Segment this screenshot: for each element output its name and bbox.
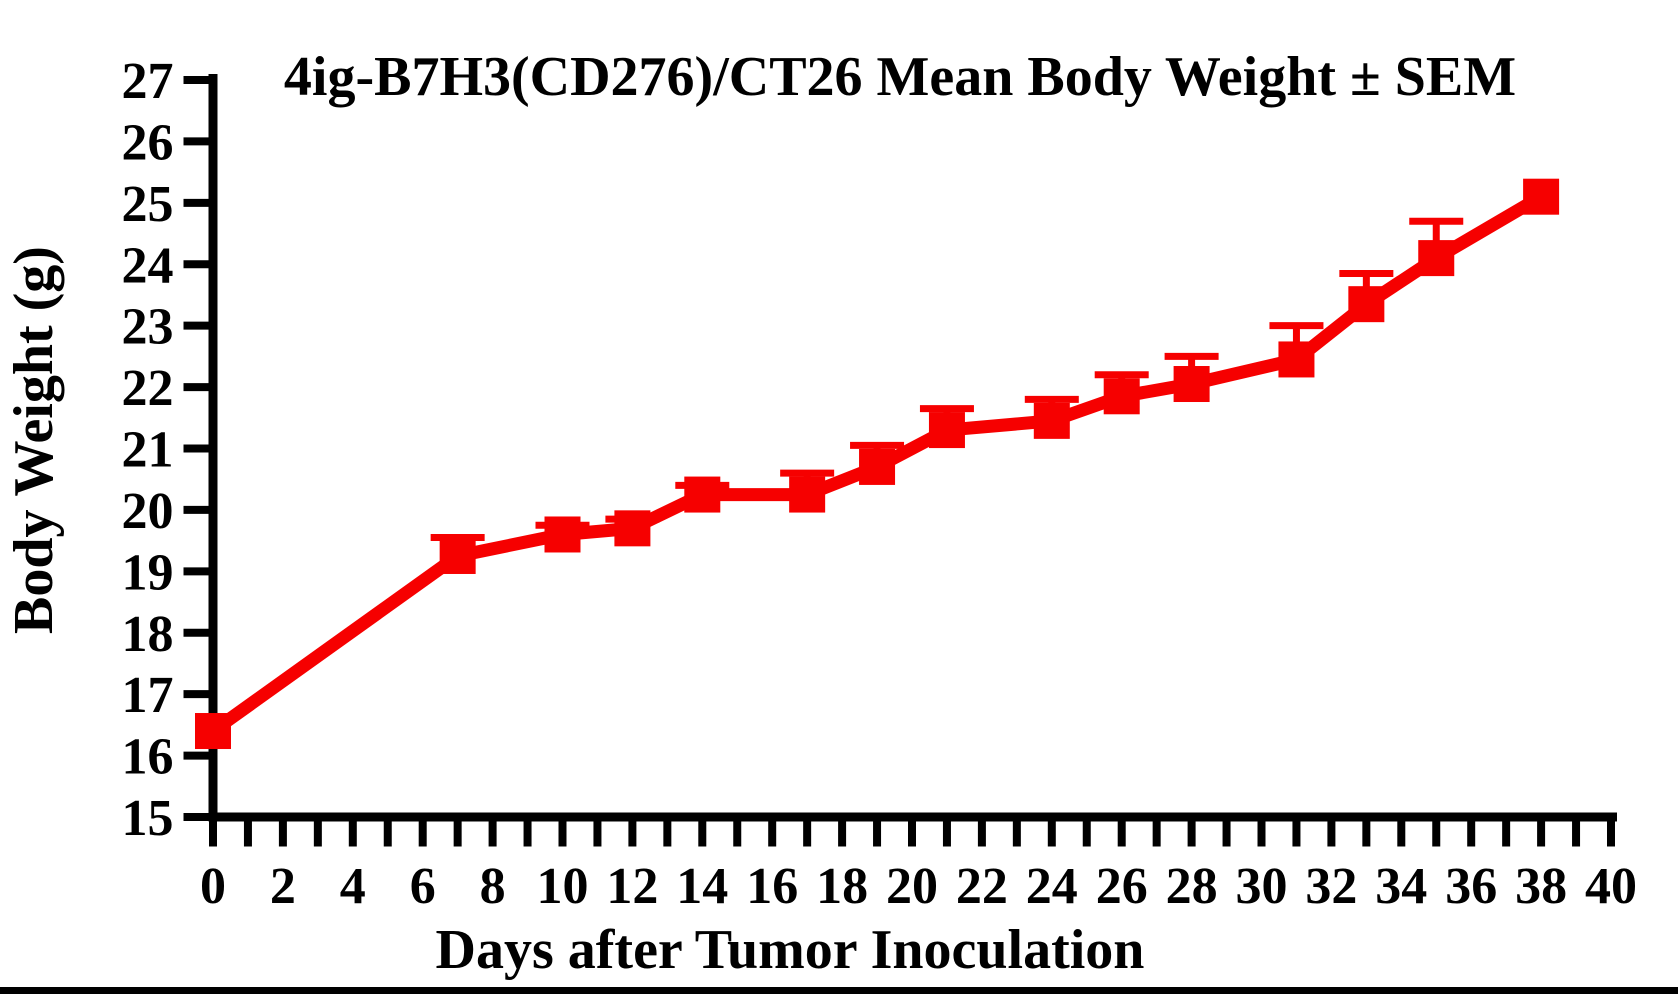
data-point-marker bbox=[1173, 366, 1210, 403]
y-tick-label: 17 bbox=[122, 667, 174, 724]
data-point-marker bbox=[1278, 341, 1315, 378]
data-point-marker bbox=[1418, 240, 1455, 277]
x-tick-label: 20 bbox=[886, 858, 938, 915]
x-tick-label: 2 bbox=[270, 858, 296, 915]
data-point-marker bbox=[928, 412, 965, 449]
x-tick-label: 36 bbox=[1445, 858, 1497, 915]
x-tick-label: 12 bbox=[606, 858, 658, 915]
data-point-marker bbox=[1348, 286, 1385, 323]
x-tick-label: 32 bbox=[1305, 858, 1357, 915]
y-tick-label: 21 bbox=[122, 422, 174, 479]
x-tick-label: 8 bbox=[480, 858, 506, 915]
x-tick-label: 10 bbox=[537, 858, 589, 915]
data-point-marker bbox=[1103, 378, 1140, 415]
x-tick-label: 6 bbox=[410, 858, 436, 915]
data-point-marker bbox=[1033, 402, 1070, 439]
bottom-border-bar bbox=[0, 987, 1678, 994]
x-tick-label: 30 bbox=[1236, 858, 1288, 915]
x-tick-label: 14 bbox=[676, 858, 728, 915]
data-point-marker bbox=[684, 476, 721, 513]
data-point-marker bbox=[195, 713, 231, 750]
x-tick-label: 24 bbox=[1026, 858, 1078, 915]
x-tick-label: 4 bbox=[340, 858, 366, 915]
data-point-marker bbox=[1523, 178, 1560, 215]
x-axis-title: Days after Tumor Inoculation bbox=[436, 919, 1145, 981]
y-tick-label: 26 bbox=[122, 114, 174, 171]
y-tick-label: 25 bbox=[122, 176, 174, 233]
y-tick-label: 20 bbox=[122, 483, 174, 540]
y-tick-label: 24 bbox=[122, 237, 174, 294]
x-tick-label: 0 bbox=[200, 858, 226, 915]
y-tick-label: 27 bbox=[122, 53, 174, 110]
x-tick-label: 38 bbox=[1515, 858, 1567, 915]
y-tick-label: 16 bbox=[122, 729, 174, 786]
x-tick-label: 16 bbox=[746, 858, 798, 915]
data-point-marker bbox=[789, 476, 826, 513]
x-tick-label: 18 bbox=[816, 858, 868, 915]
y-axis-title: Body Weight (g) bbox=[3, 246, 65, 634]
y-tick-label: 18 bbox=[122, 606, 174, 663]
x-tick-label: 22 bbox=[956, 858, 1008, 915]
data-point-marker bbox=[614, 510, 651, 547]
y-tick-label: 15 bbox=[122, 790, 174, 847]
data-point-marker bbox=[544, 516, 581, 553]
data-point-marker bbox=[859, 448, 896, 485]
x-tick-label: 40 bbox=[1585, 858, 1637, 915]
data-series bbox=[195, 178, 1560, 750]
y-tick-label: 19 bbox=[122, 544, 174, 601]
y-tick-label: 23 bbox=[122, 299, 174, 356]
y-tick-label: 22 bbox=[122, 360, 174, 417]
data-point-marker bbox=[439, 537, 476, 574]
x-tick-label: 28 bbox=[1166, 858, 1218, 915]
x-tick-label: 26 bbox=[1096, 858, 1148, 915]
x-tick-label: 34 bbox=[1375, 858, 1427, 915]
chart-title: 4ig-B7H3(CD276)/CT26 Mean Body Weight ± … bbox=[284, 46, 1516, 108]
